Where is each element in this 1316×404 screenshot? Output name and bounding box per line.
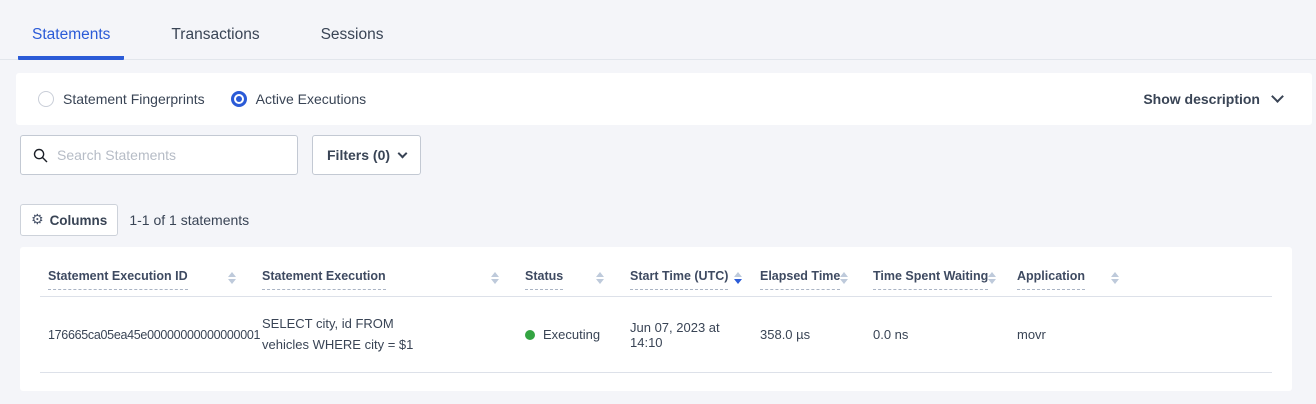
search-row: Filters (0) bbox=[20, 135, 1316, 175]
column-header-label: Elapsed Time bbox=[760, 269, 841, 290]
sort-arrows-icon[interactable] bbox=[596, 272, 604, 284]
radio-statement-fingerprints[interactable]: Statement Fingerprints bbox=[38, 91, 205, 107]
view-toggle-bar: Statement Fingerprints Active Executions… bbox=[16, 73, 1312, 125]
status-executing-dot-icon bbox=[525, 329, 535, 340]
column-header-label: Time Spent Waiting bbox=[873, 269, 989, 290]
sort-arrows-icon[interactable] bbox=[228, 272, 236, 284]
results-count: 1-1 of 1 statements bbox=[129, 212, 250, 228]
column-header-label: Statement Execution bbox=[262, 269, 386, 290]
radio-label: Active Executions bbox=[255, 91, 367, 107]
sql-statement-text: SELECT city, id FROM vehicles WHERE city… bbox=[262, 315, 414, 352]
column-header-status[interactable]: Status bbox=[525, 269, 630, 296]
column-header-label: Application bbox=[1017, 269, 1086, 290]
radio-selected-icon[interactable] bbox=[230, 91, 247, 107]
statements-table: Statement Execution ID Statement Executi… bbox=[20, 247, 1292, 391]
cell-status: Executing bbox=[525, 327, 630, 342]
radio-active-executions[interactable]: Active Executions bbox=[230, 91, 367, 107]
sort-arrows-icon[interactable] bbox=[491, 272, 499, 284]
column-header-statement-execution-id[interactable]: Statement Execution ID bbox=[40, 269, 262, 296]
gear-icon: ⚙ bbox=[31, 212, 44, 228]
cell-time-spent-waiting: 0.0 ns bbox=[873, 327, 909, 342]
cell-statement-execution-id: 176665ca05ea45e00000000000000001 bbox=[48, 327, 261, 342]
column-header-start-time[interactable]: Start Time (UTC) bbox=[630, 269, 760, 296]
table-row: 176665ca05ea45e00000000000000001 SELECT … bbox=[40, 297, 1272, 373]
column-header-elapsed-time[interactable]: Elapsed Time bbox=[760, 269, 873, 296]
cell-statement-execution: SELECT city, id FROM vehicles WHERE city… bbox=[262, 314, 525, 356]
search-input[interactable] bbox=[57, 147, 285, 163]
filters-label: Filters (0) bbox=[327, 147, 391, 163]
cell-application: movr bbox=[1017, 327, 1046, 342]
tab-sessions[interactable]: Sessions bbox=[320, 26, 384, 43]
view-radio-group: Statement Fingerprints Active Executions bbox=[38, 91, 366, 107]
search-box[interactable] bbox=[20, 135, 298, 175]
radio-unselected-icon[interactable] bbox=[38, 91, 54, 107]
show-description-label: Show description bbox=[1143, 91, 1260, 107]
cell-elapsed-time: 358.0 µs bbox=[760, 327, 811, 342]
sort-arrows-icon[interactable] bbox=[840, 272, 849, 284]
column-header-statement-execution[interactable]: Statement Execution bbox=[262, 269, 525, 296]
sort-arrows-icon[interactable] bbox=[1111, 272, 1120, 284]
tab-statements[interactable]: Statements bbox=[18, 26, 125, 60]
chevron-down-icon bbox=[1271, 90, 1284, 103]
sort-arrows-icon[interactable] bbox=[988, 272, 997, 284]
column-header-application[interactable]: Application bbox=[1017, 269, 1272, 296]
column-header-label: Start Time (UTC) bbox=[630, 269, 729, 290]
show-description-toggle[interactable]: Show description bbox=[1143, 90, 1284, 107]
search-icon bbox=[33, 148, 48, 162]
radio-label: Statement Fingerprints bbox=[63, 91, 205, 107]
chevron-down-icon bbox=[397, 148, 408, 159]
column-header-time-spent-waiting[interactable]: Time Spent Waiting bbox=[873, 269, 1017, 296]
sql-activity-tabs: Statements Transactions Sessions bbox=[0, 0, 1316, 60]
table-toolbar: ⚙ Columns 1-1 of 1 statements bbox=[20, 204, 1316, 236]
status-label: Executing bbox=[543, 327, 601, 342]
cell-start-time: Jun 07, 2023 at 14:10 bbox=[630, 319, 720, 350]
sort-arrows-desc-icon[interactable] bbox=[734, 272, 742, 284]
tab-transactions[interactable]: Transactions bbox=[171, 26, 260, 43]
columns-label: Columns bbox=[49, 212, 108, 228]
table-header-row: Statement Execution ID Statement Executi… bbox=[40, 247, 1272, 297]
column-header-label: Status bbox=[525, 269, 564, 290]
columns-button[interactable]: ⚙ Columns bbox=[20, 204, 119, 236]
filters-button[interactable]: Filters (0) bbox=[312, 135, 422, 175]
column-header-label: Statement Execution ID bbox=[48, 269, 188, 290]
